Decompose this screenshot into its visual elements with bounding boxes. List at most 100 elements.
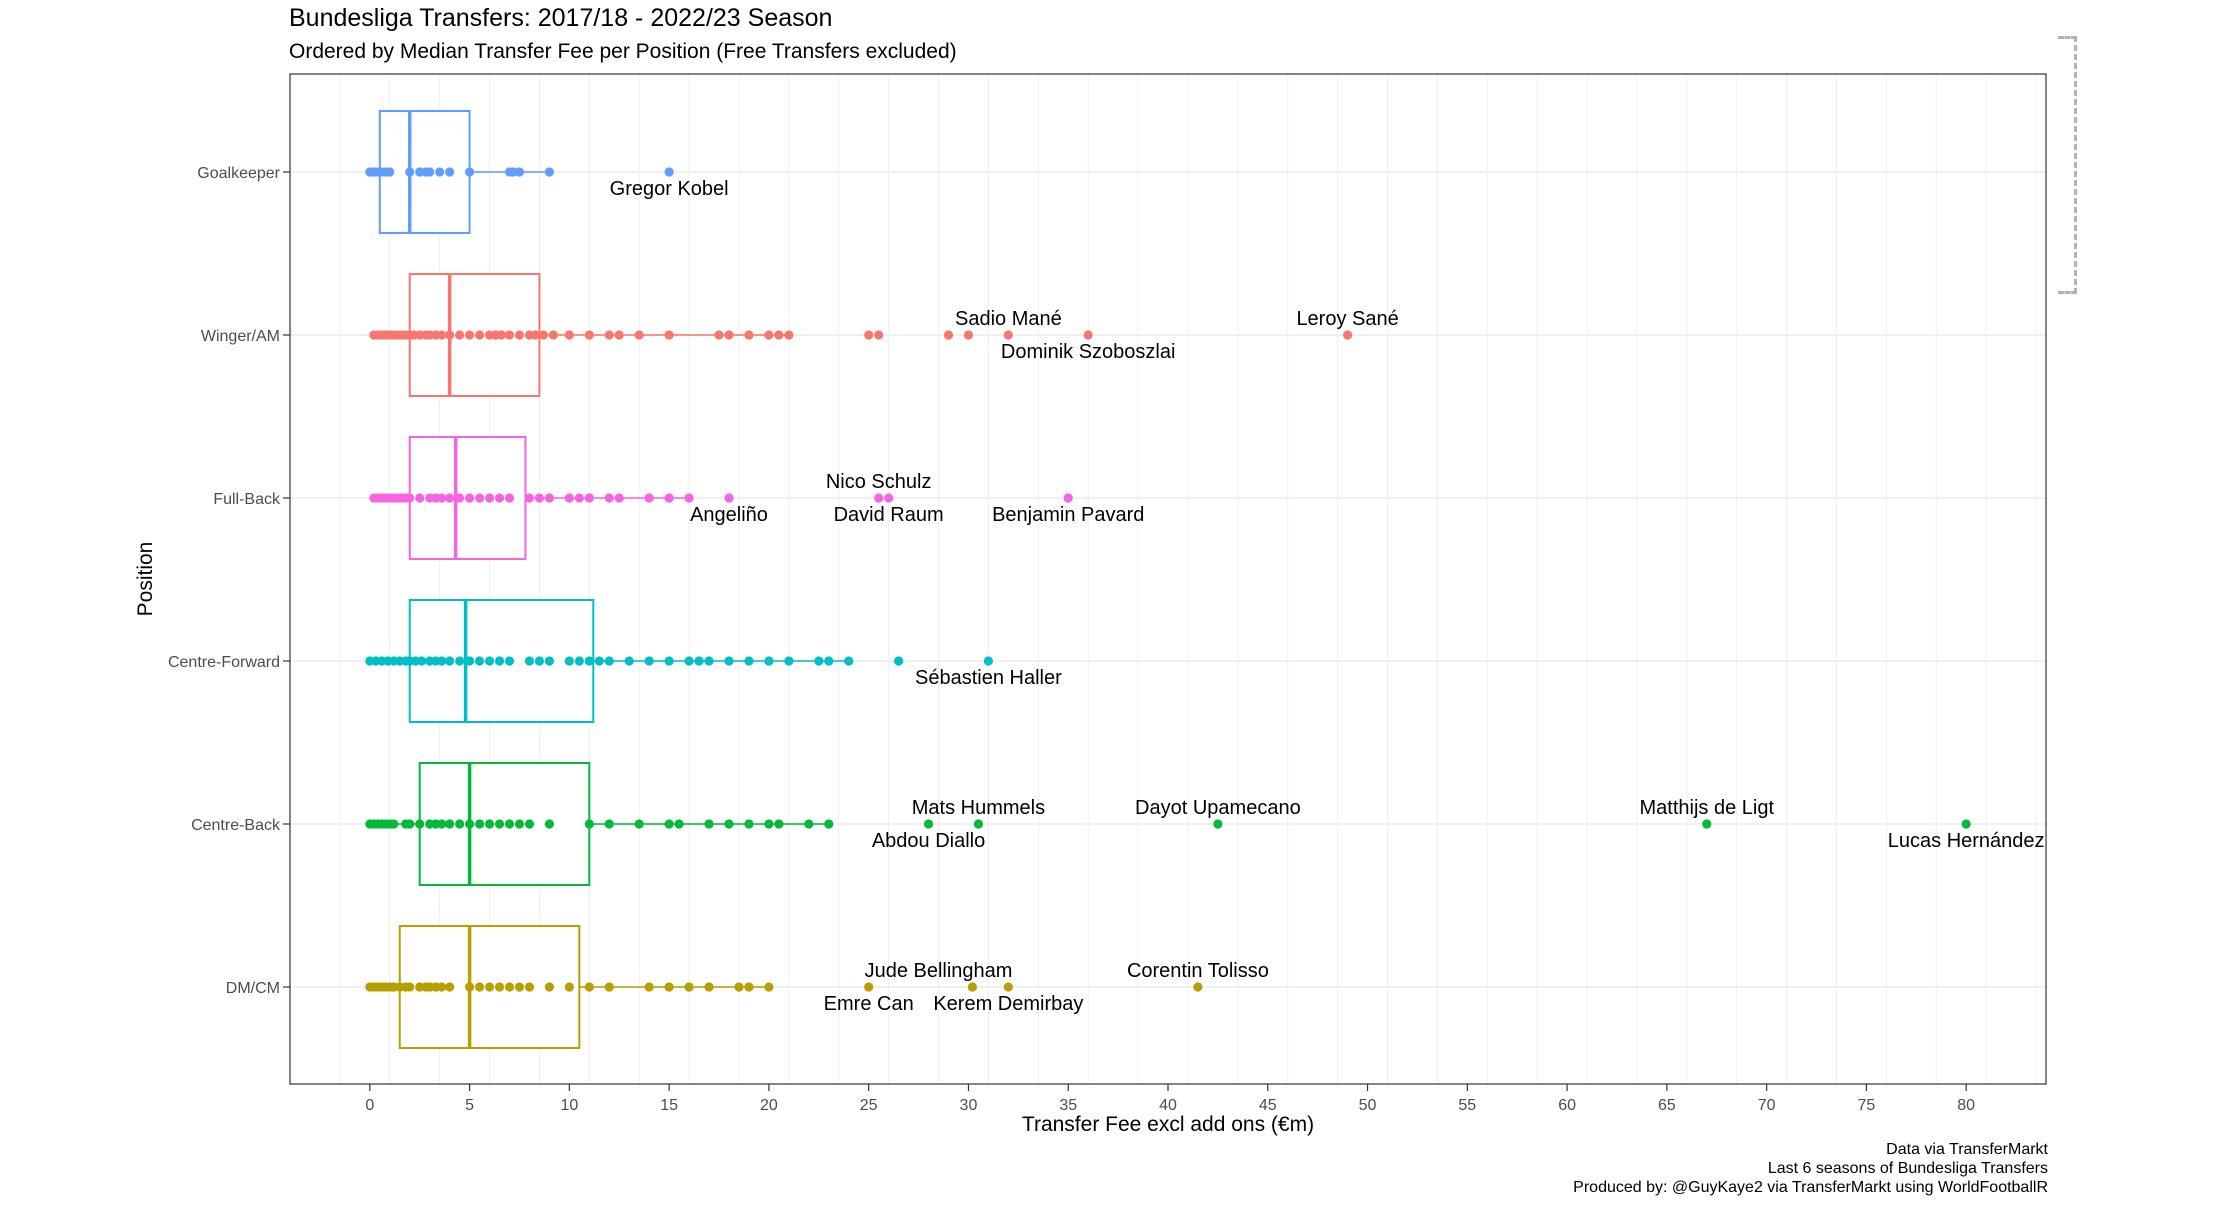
data-point [544,167,555,177]
data-point [564,493,574,503]
player-label: Angeliño [690,504,768,526]
data-point [417,656,427,666]
data-point [514,167,525,177]
player-label: Benjamin Pavard [992,504,1144,526]
data-point [594,656,604,666]
data-point [1702,819,1712,829]
data-point [538,330,549,340]
data-point [445,167,455,177]
x-tick-label: 25 [860,1097,878,1114]
data-point [584,982,594,992]
data-point [445,493,455,503]
chart-title: Bundesliga Transfers: 2017/18 - 2022/23 … [289,4,833,32]
player-label: Abdou Diallo [872,830,985,852]
data-point [1063,493,1073,503]
x-tick-label: 15 [660,1097,678,1114]
data-point [684,982,694,992]
data-point [614,330,624,340]
data-point [455,493,465,503]
player-label: Sadio Mané [955,308,1062,330]
data-point [664,656,674,666]
x-tick-label: 0 [365,1097,374,1114]
data-point [496,330,507,340]
data-point [1342,330,1353,340]
data-point [437,330,447,340]
data-point [574,493,584,503]
data-point [764,982,774,992]
data-point [455,819,465,829]
x-tick-label: 30 [960,1097,978,1114]
data-point [963,330,974,340]
data-point [524,656,535,666]
data-point [864,330,874,340]
data-point [494,819,505,829]
data-point [644,982,654,992]
data-point [474,330,485,340]
data-point [474,656,485,666]
x-tick-label: 40 [1159,1097,1177,1114]
y-tick-label: DM/CM [226,980,280,997]
x-tick-label: 70 [1758,1097,1776,1114]
data-point [437,493,447,503]
data-point [514,330,525,340]
data-point [824,819,834,829]
data-point [604,493,614,503]
data-point [544,982,555,992]
data-point [684,493,694,503]
data-point [504,656,515,666]
data-point [464,493,475,503]
data-point [644,493,654,503]
x-axis: 0 5 10 15 20 25 30 35 40 45 50 55 60 65 70 75 80 [365,1084,1975,1114]
x-tick-label: 10 [560,1097,578,1114]
data-point [864,982,874,992]
data-point [973,819,984,829]
player-label: Sébastien Haller [915,667,1062,689]
data-point [884,493,894,503]
data-point [385,167,395,177]
data-point [1193,982,1203,992]
x-tick-label: 65 [1658,1097,1676,1114]
data-point [604,982,614,992]
data-point [564,330,574,340]
data-point [484,819,495,829]
caption-line-2: Last 6 seasons of Bundesliga Transfers [1767,1160,2048,1177]
data-point [664,819,674,829]
player-label: Corentin Tolisso [1127,960,1269,982]
data-point [455,656,465,666]
data-point [664,982,674,992]
scroll-indicator [2058,36,2077,294]
data-point [464,982,475,992]
caption: Data via TransferMarkt Last 6 seasons of… [1573,1140,2048,1197]
data-point [844,656,854,666]
caption-line-3: Produced by: @GuyKaye2 via TransferMarkt… [1573,1179,2048,1196]
data-point [674,819,684,829]
data-point [445,819,455,829]
player-label: Dominik Szoboszlai [1001,341,1176,363]
data-point [923,819,934,829]
data-point [584,656,594,666]
data-point [724,656,734,666]
data-point [405,167,415,177]
player-label-layer: Gregor Kobel Sadio Mané Dominik Szoboszlai… [610,178,2045,1015]
data-point [694,656,704,666]
data-point [724,493,734,503]
y-axis: Goalkeeper Winger/AM Full-Back Centre-Forwa… [168,165,290,997]
data-point [1003,330,1013,340]
data-point [774,819,784,829]
data-point [894,656,904,666]
box-layer [369,110,849,1049]
data-point [584,330,594,340]
y-axis-title: Position [134,542,157,617]
data-point [744,982,754,992]
data-point [1083,330,1093,340]
data-point [1961,819,1971,829]
data-point [524,819,535,829]
data-point [584,819,594,829]
player-label: Nico Schulz [826,471,932,493]
data-point [464,167,475,177]
data-point [484,656,495,666]
x-tick-label: 75 [1858,1097,1876,1114]
data-point [524,493,535,503]
x-tick-label: 80 [1957,1097,1975,1114]
x-tick-label: 50 [1359,1097,1377,1114]
